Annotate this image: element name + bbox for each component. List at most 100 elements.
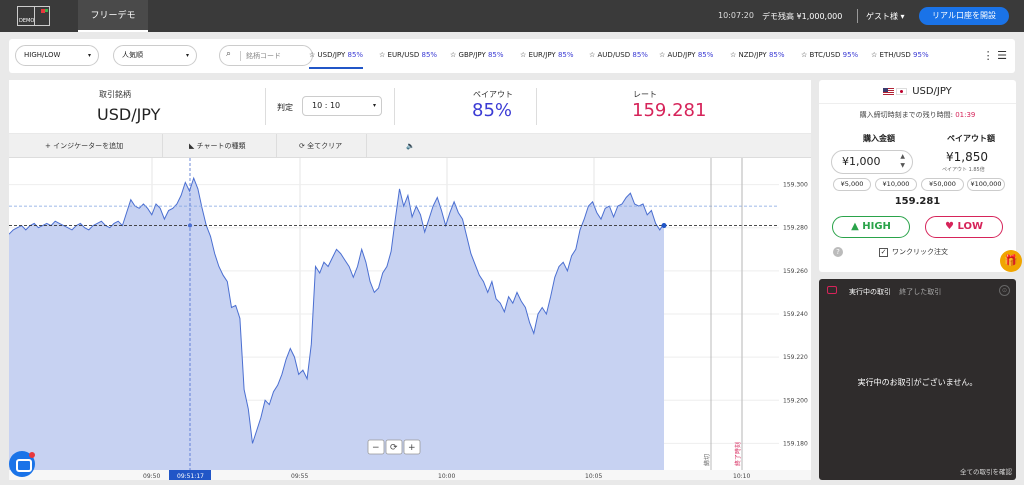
chat-launcher-icon[interactable] — [9, 451, 35, 477]
pair-tab-audjpy[interactable]: ☆ AUD/JPY 85% — [659, 51, 713, 59]
reset-zoom-button[interactable] — [385, 439, 403, 455]
low-button[interactable]: ♥ LOW — [925, 216, 1003, 238]
asset-label: 取引銘柄 — [99, 90, 131, 99]
payout-amount: ¥1,850 — [946, 150, 988, 164]
currency-flags — [883, 80, 908, 104]
crosshair-point — [188, 223, 192, 228]
trade-indicator-icon — [827, 286, 837, 294]
amount-value: ¥1,000 — [842, 155, 881, 168]
pair-name: AUD/USD — [597, 51, 631, 59]
logo-green-dot — [45, 9, 48, 12]
search-placeholder: 銘柄コード — [240, 51, 281, 61]
rate-value: 159.281 — [632, 100, 707, 121]
payout-amount-label: ペイアウト額 — [947, 134, 995, 143]
sound-button[interactable]: 🔈 — [394, 134, 422, 158]
symbol-search[interactable]: ⌕ 銘柄コード — [219, 45, 313, 66]
empty-trades-message: 実行中のお取引がございません。 — [857, 378, 978, 387]
deadline-line-label: 締切 — [703, 454, 711, 466]
star-icon: ☆ — [379, 51, 388, 59]
price-chart[interactable]: 締切 終了時刻 159.300 159.280 159.260 159.240 159.22… — [8, 158, 811, 480]
pair-tab-btcusd[interactable]: ☆ BTC/USD 95% — [801, 51, 858, 59]
open-real-account-button[interactable]: リアル口座を開設 — [919, 7, 1009, 25]
pair-tab-gbpjpy[interactable]: ☆ GBP/JPY 85% — [450, 51, 504, 59]
pair-tab-usdjpy[interactable]: ☆ USD/JPY 85% — [309, 51, 364, 69]
add-indicator-button[interactable]: + インジケーターを追加 — [33, 134, 163, 158]
zoom-out-button[interactable] — [367, 439, 385, 455]
down-heart-icon: ♥ — [945, 221, 958, 232]
x-tick-label: 10:00 — [438, 473, 455, 480]
pair-name: EUR/USD — [387, 51, 420, 59]
quick-amount-50000[interactable]: ¥50,000 — [921, 178, 964, 191]
divider — [536, 88, 537, 125]
quick-amount-5000[interactable]: ¥5,000 — [833, 178, 871, 191]
sort-value: 人気順 — [122, 51, 143, 59]
last-price-dot — [661, 223, 667, 229]
pair-payout: 85% — [768, 51, 785, 59]
y-tick-label: 159.180 — [783, 440, 808, 447]
panel-asset: USD/JPY — [912, 86, 952, 97]
pair-name: GBP/JPY — [458, 51, 486, 59]
brand-logo[interactable]: DEMO — [17, 6, 50, 26]
clear-all-button[interactable]: ⟳ 全てクリア — [287, 134, 367, 158]
star-icon: ☆ — [871, 51, 880, 59]
quick-amount-10000[interactable]: ¥10,000 — [875, 178, 917, 191]
amount-input[interactable]: ¥1,000 ▲ ▼ — [831, 150, 913, 174]
pair-tab-audusd[interactable]: ☆ AUD/USD 85% — [589, 51, 648, 59]
trade-panel: USD/JPY 購入締切時刻までの残り時間: 01:39 購入金額 ペイアウト額… — [819, 80, 1016, 272]
logo-red-dot — [41, 9, 45, 13]
checkbox-icon[interactable]: ✓ — [879, 248, 888, 257]
quick-amount-100000[interactable]: ¥100,000 — [967, 178, 1005, 191]
x-highlight-box — [169, 470, 211, 480]
pair-tab-nzdjpy[interactable]: ☆ NZD/JPY 85% — [730, 51, 785, 59]
tab-active-trades[interactable]: 実行中の取引 — [849, 288, 891, 296]
trade-info-bar: 取引銘柄 USD/JPY 判定 10 : 10 ▾ ペイアウト 85% レート … — [9, 80, 811, 133]
trade-type-select[interactable]: HIGH/LOW ▾ — [15, 45, 99, 66]
guest-menu[interactable]: ゲスト様 ▾ — [866, 12, 905, 21]
settings-icon[interactable]: ⊙ — [999, 285, 1010, 296]
star-icon: ☆ — [589, 51, 598, 59]
asset-name: USD/JPY — [97, 105, 161, 124]
pair-tab-eurjpy[interactable]: ☆ EUR/JPY 85% — [520, 51, 574, 59]
up-triangle-icon: ▲ — [851, 221, 863, 232]
pair-name: NZD/JPY — [738, 51, 767, 59]
y-tick-label: 159.280 — [783, 225, 808, 232]
pair-name: AUD/JPY — [667, 51, 696, 59]
pair-name: EUR/JPY — [528, 51, 556, 59]
gift-icon[interactable]: 🎁 — [1000, 250, 1022, 272]
star-icon: ☆ — [659, 51, 668, 59]
price-line — [8, 176, 665, 444]
expiry-select[interactable]: 10 : 10 ▾ — [302, 96, 382, 116]
help-icon[interactable]: ? — [833, 247, 843, 257]
deadline-label: 購入締切時刻までの残り時間: — [859, 111, 953, 119]
sort-select[interactable]: 人気順 ▾ — [113, 45, 197, 66]
expiry-value: 10 : 10 — [312, 101, 341, 110]
pair-payout: 85% — [697, 51, 714, 59]
divider — [265, 88, 266, 125]
oneclick-order-toggle[interactable]: ✓ ワンクリック注文 — [879, 247, 948, 257]
pair-tab-eurusd[interactable]: ☆ EUR/USD 85% — [379, 51, 437, 59]
amount-stepper[interactable]: ▲ ▼ — [900, 153, 905, 169]
pair-name: USD/JPY — [317, 51, 346, 59]
chart-type-button[interactable]: ◣ チャートの種類 — [177, 134, 277, 158]
pair-payout: 85% — [487, 51, 504, 59]
zoom-in-button[interactable] — [403, 439, 421, 455]
x-axis-band — [9, 470, 811, 480]
menu-icon[interactable]: ⋮ ☰ — [982, 49, 1007, 62]
zoom-out-icon: − — [372, 443, 380, 453]
refresh-icon: ⟳ — [299, 142, 308, 150]
tab-closed-trades[interactable]: 終了した取引 — [899, 288, 942, 296]
clear-all-label: 全てクリア — [307, 142, 343, 150]
star-icon: ☆ — [450, 51, 459, 59]
star-icon: ☆ — [520, 51, 529, 59]
expiry-label: 判定 — [277, 103, 293, 112]
star-icon: ☆ — [309, 51, 318, 59]
pair-tab-ethusd[interactable]: ☆ ETH/USD 95% — [871, 51, 929, 59]
high-button[interactable]: ▲ HIGH — [832, 216, 910, 238]
demo-mode-tab[interactable]: フリーデモ — [78, 0, 148, 32]
x-highlight-label: 09:51:17 — [177, 473, 204, 480]
pair-payout: 85% — [632, 51, 648, 59]
chevron-down-icon: ▾ — [87, 52, 91, 59]
y-tick-label: 159.220 — [783, 354, 808, 361]
view-all-trades-link[interactable]: 全ての取引を確認 — [960, 468, 1012, 476]
panel-rate: 159.281 — [894, 196, 941, 207]
